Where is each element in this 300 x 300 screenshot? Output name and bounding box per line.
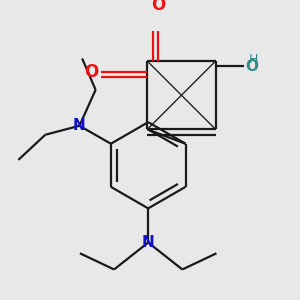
Text: O: O — [151, 0, 165, 14]
Text: N: N — [142, 235, 155, 250]
Text: H: H — [249, 53, 258, 66]
Text: N: N — [73, 118, 86, 133]
Text: O: O — [85, 63, 99, 81]
Text: O: O — [245, 59, 258, 74]
